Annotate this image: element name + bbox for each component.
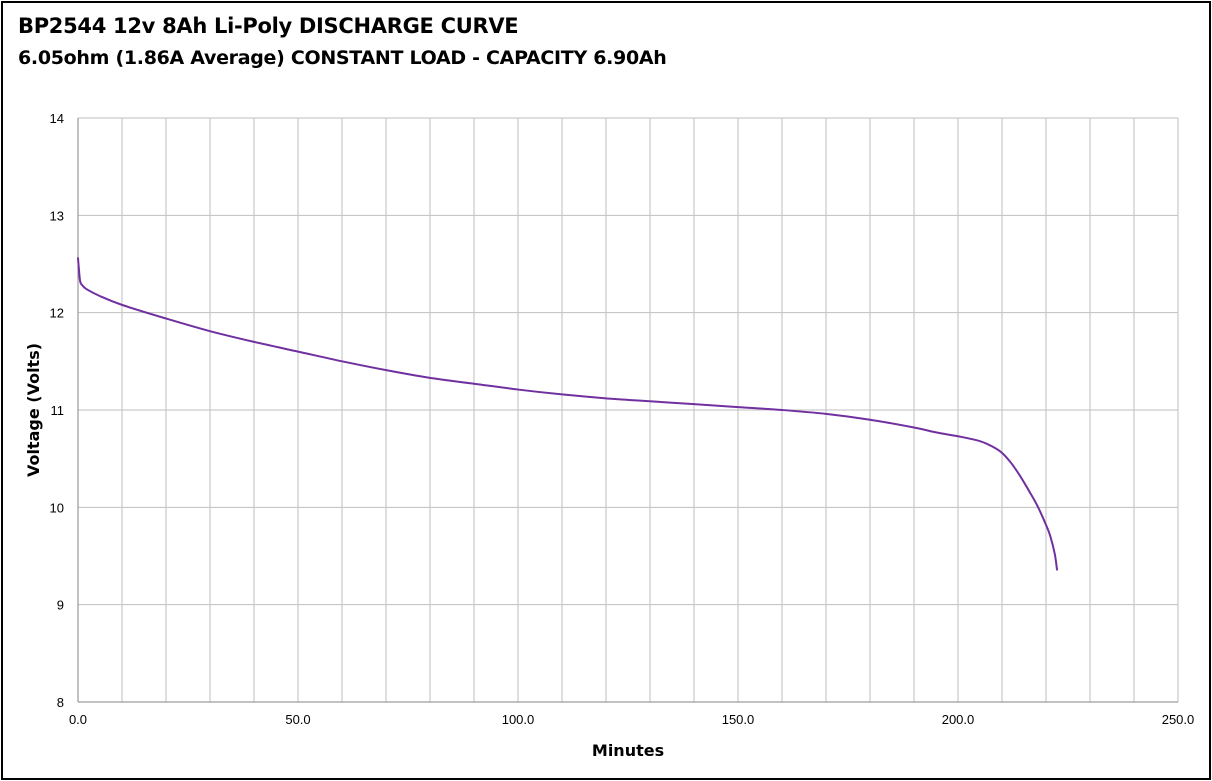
y-axis-label: Voltage (Volts) [24,343,43,477]
x-tick-label: 150.0 [722,712,755,727]
y-tick-labels: 8 9 10 11 12 13 14 [50,111,64,710]
series-layer [77,257,1058,571]
y-tick-label: 14 [50,111,64,126]
y-tick-label: 12 [50,306,64,321]
y-tick-label: 13 [50,208,64,223]
plot-area-border [77,118,1178,703]
x-axis-label: Minutes [592,741,664,760]
series-line-voltage [77,257,1058,571]
chart-title: BP2544 12v 8Ah Li-Poly DISCHARGE CURVE [18,14,519,38]
x-tick-label: 200.0 [942,712,975,727]
grid-lines [77,117,1179,703]
x-tick-label: 50.0 [285,712,310,727]
y-tick-label: 11 [51,403,65,418]
y-tick-label: 10 [50,500,64,515]
x-tick-label: 0.0 [69,712,87,727]
x-tick-labels: 0.0 50.0 100.0 150.0 200.0 250.0 [69,712,1194,727]
chart-subtitle: 6.05ohm (1.86A Average) CONSTANT LOAD - … [18,47,667,69]
x-tick-label: 100.0 [502,712,535,727]
x-tick-label: 250.0 [1162,712,1195,727]
y-tick-label: 9 [57,598,64,613]
y-tick-label: 8 [57,695,64,710]
